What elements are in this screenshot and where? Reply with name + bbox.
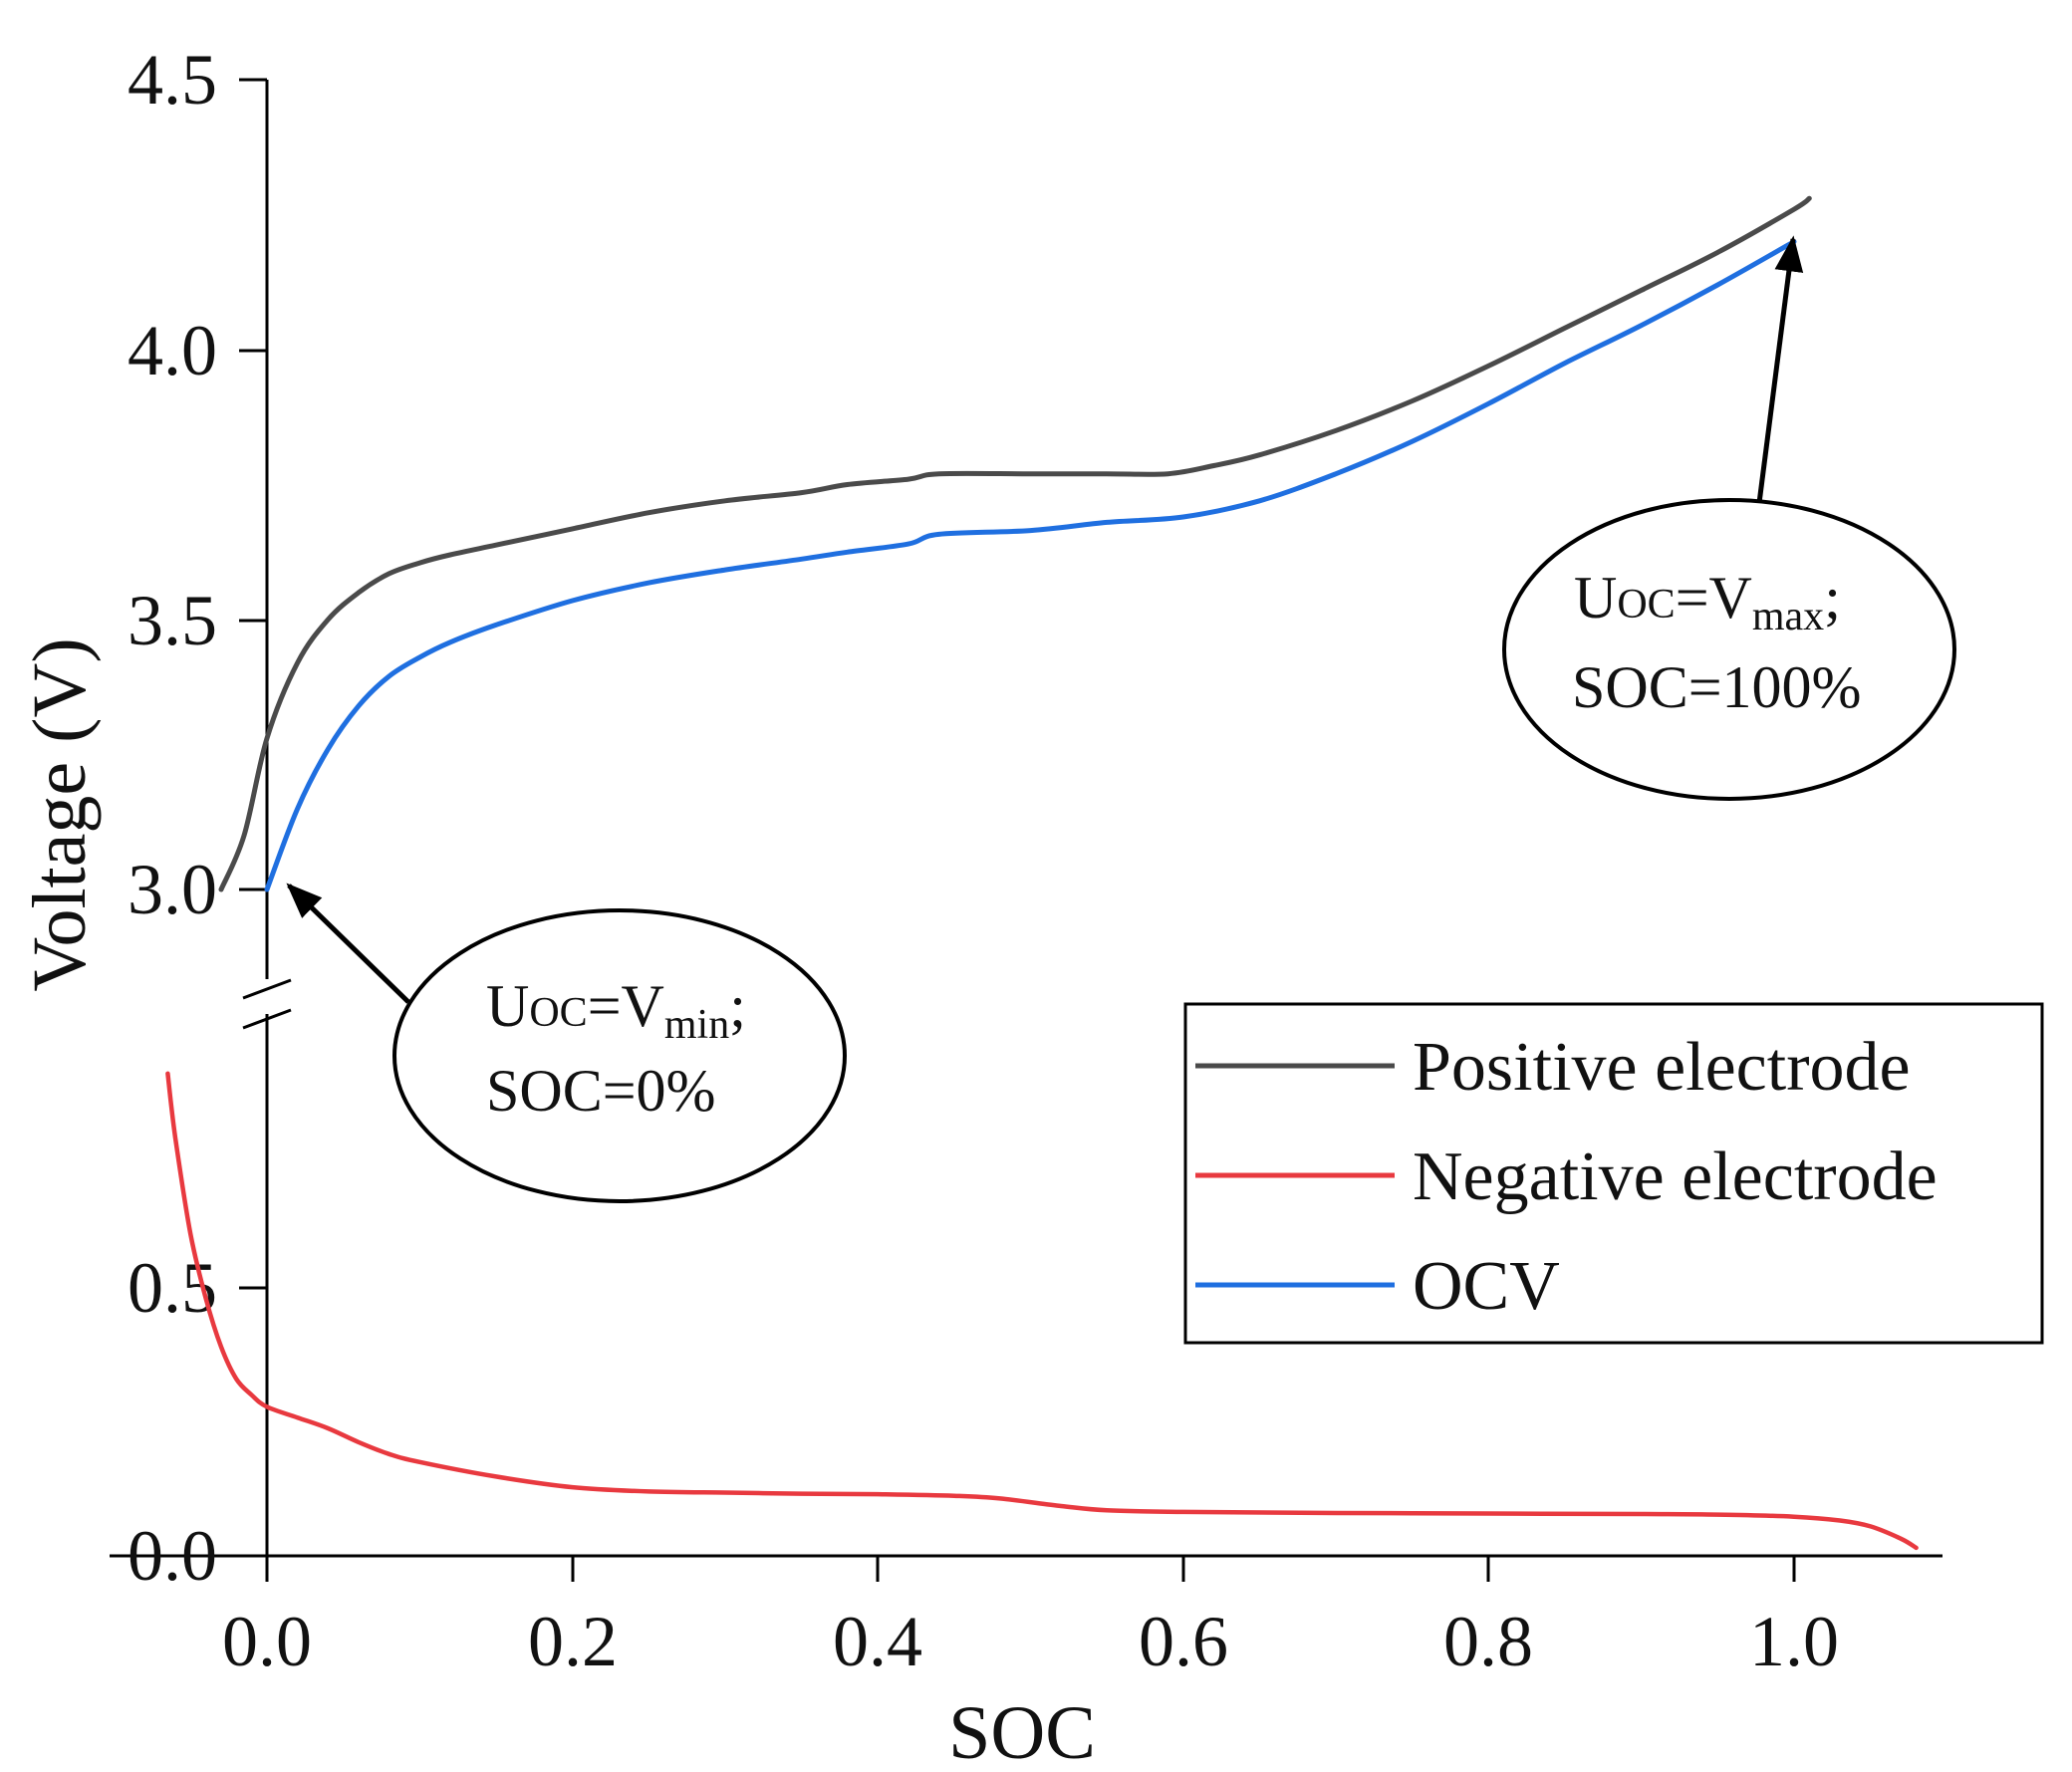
- annotation-bubble-max: [1502, 498, 1956, 801]
- y-tick-label-4.5: 4.5: [128, 40, 217, 120]
- x-axis-title: SOC: [948, 1691, 1096, 1772]
- annotation-bubble-min: [392, 908, 847, 1203]
- legend-label-positive-electrode: Positive electrode: [1413, 1029, 1911, 1106]
- annotation-max-line1: UOC=Vmax;: [1574, 565, 1841, 639]
- y-tick-label-4.0: 4.0: [128, 311, 217, 390]
- x-tick-label-0.2: 0.2: [528, 1602, 618, 1681]
- series-line-ocv: [264, 239, 1797, 892]
- annotation-arrow-min: [286, 883, 410, 1004]
- y-tick-label-3.5: 3.5: [128, 581, 217, 660]
- series-line-negative-electrode: [165, 1071, 1919, 1551]
- annotation-arrow-max: [1756, 235, 1804, 504]
- y-tick-label-3.0: 3.0: [128, 850, 217, 929]
- x-tick-label-0.8: 0.8: [1443, 1602, 1533, 1681]
- annotation-min-line1: UOC=Vmin;: [486, 973, 746, 1048]
- series-line-positive-electrode: [218, 195, 1812, 892]
- x-tick-label-1.0: 1.0: [1749, 1602, 1839, 1681]
- legend-label-ocv: OCV: [1413, 1248, 1560, 1325]
- x-tick-label-0.0: 0.0: [222, 1602, 312, 1681]
- x-tick-label-0.6: 0.6: [1139, 1602, 1228, 1681]
- y-axis-title: Voltage (V): [18, 637, 102, 991]
- axis-break-mark-1: [242, 978, 292, 1000]
- legend-label-negative-electrode: Negative electrode: [1413, 1139, 1938, 1215]
- y-tick-label-0.0: 0.0: [128, 1516, 217, 1596]
- x-tick-label-0.4: 0.4: [833, 1602, 922, 1681]
- axis-break-mark-2: [242, 1008, 292, 1030]
- annotation-min-line2: SOC=0%: [486, 1058, 716, 1124]
- annotation-max-line2: SOC=100%: [1572, 654, 1862, 720]
